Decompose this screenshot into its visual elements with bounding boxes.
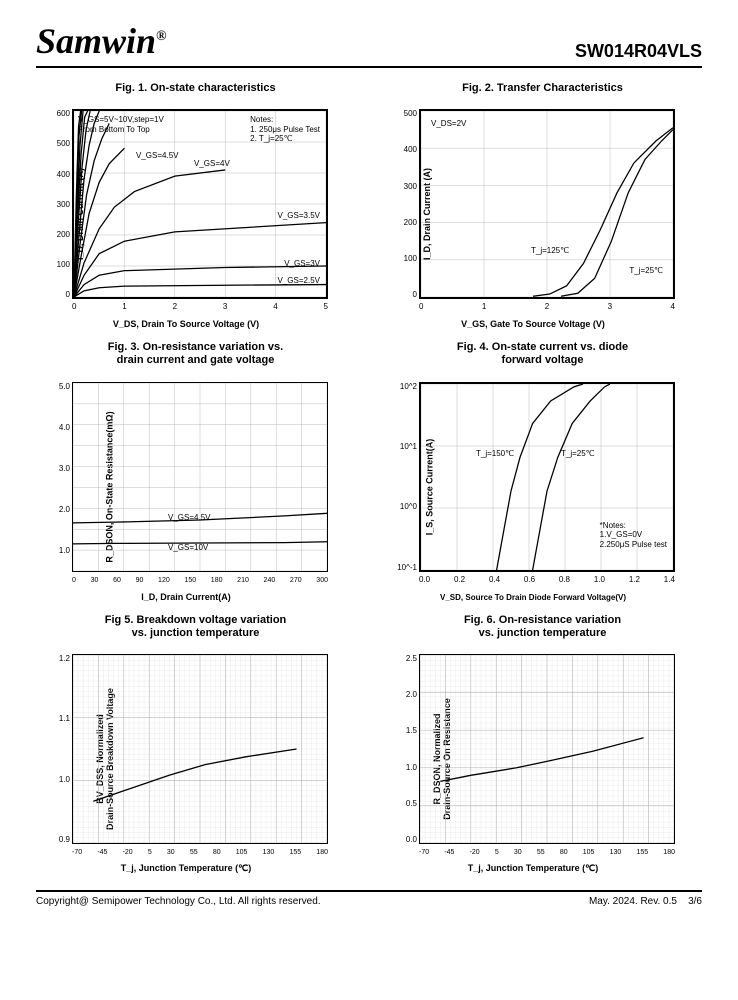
fig3-plot: V_GS=4.5V V_GS=10V — [72, 382, 328, 572]
figure-4: Fig. 4. On-state current vs. diode forwa… — [383, 341, 702, 601]
fig4-xticks: 0.00.20.40.60.81.01.21.4 — [419, 575, 675, 584]
page-number: 3/6 — [688, 896, 702, 907]
fig2-xlabel: V_GS, Gate To Source Voltage (V) — [461, 319, 605, 329]
fig3-xticks: 0306090120150180210240270300 — [72, 577, 328, 584]
fig5-xlabel: T_j, Junction Temperature (℃) — [121, 863, 251, 874]
fig2-chart: I_D, Drain Current (A) V_DS=2V T_j=125℃ … — [383, 99, 683, 329]
fig1-xticks: 012345 — [72, 302, 328, 311]
fig4-yticks: 10^-110^010^110^2 — [395, 382, 417, 572]
fig2-plot: V_DS=2V T_j=125℃ T_j=25℃ — [419, 109, 675, 299]
fig6-yticks: 0.00.51.01.52.02.5 — [395, 654, 417, 844]
fig6-chart: R_DSON, Normalized Drain-Source On Resis… — [383, 644, 683, 874]
logo-text: Samwin — [36, 21, 156, 61]
page-header: Samwin® SW014R04VLS — [36, 20, 702, 68]
registered-mark: ® — [156, 29, 166, 44]
fig3-chart: R_DSON, On-State Resistance(mΩ) V_GS=4.5… — [36, 372, 336, 602]
fig2-xticks: 01234 — [419, 302, 675, 311]
figure-3: Fig. 3. On-resistance variation vs. drai… — [36, 341, 355, 601]
fig1-xlabel: V_DS, Drain To Source Voltage (V) — [113, 319, 259, 329]
fig1-plot: V_GS=5V~10V,step=1VFrom Bottom To Top No… — [72, 109, 328, 299]
page-footer: Copyright@ Semipower Technology Co., Ltd… — [36, 890, 702, 907]
revision-text: May. 2024. Rev. 0.5 — [589, 896, 677, 907]
fig5-xticks: -70-45-205305580105130155180 — [72, 849, 328, 856]
fig6-plot — [419, 654, 675, 844]
fig1-title: Fig. 1. On-state characteristics — [36, 82, 355, 95]
fig6-xticks: -70-45-205305580105130155180 — [419, 849, 675, 856]
fig6-xlabel: T_j, Junction Temperature (℃) — [468, 863, 598, 874]
fig1-svg — [74, 111, 326, 297]
fig4-plot: T_j=150℃ T_j=25℃ *Notes: 1.V_GS=0V 2.250… — [419, 382, 675, 572]
brand-logo: Samwin® — [36, 20, 167, 62]
figure-1: Fig. 1. On-state characteristics I_D, Dr… — [36, 82, 355, 329]
fig4-title: Fig. 4. On-state current vs. diode forwa… — [383, 341, 702, 367]
fig4-chart: I_S, Source Current(A) T_j=150℃ T_j=25℃ … — [383, 372, 683, 602]
fig2-svg — [421, 111, 673, 297]
fig5-title: Fig 5. Breakdown voltage variation vs. j… — [36, 614, 355, 640]
part-number: SW014R04VLS — [575, 41, 702, 62]
fig5-yticks: 0.91.01.11.2 — [48, 654, 70, 844]
figure-6: Fig. 6. On-resistance variation vs. junc… — [383, 614, 702, 874]
fig3-svg — [73, 383, 327, 571]
copyright-text: Copyright@ Semipower Technology Co., Ltd… — [36, 896, 321, 907]
fig5-plot — [72, 654, 328, 844]
fig6-title: Fig. 6. On-resistance variation vs. junc… — [383, 614, 702, 640]
fig1-yticks: 0100200300400500600 — [48, 109, 70, 299]
fig3-yticks: 1.02.03.04.05.0 — [48, 382, 70, 572]
figure-grid: Fig. 1. On-state characteristics I_D, Dr… — [36, 82, 702, 874]
fig3-xlabel: I_D, Drain Current(A) — [141, 592, 231, 602]
figure-2: Fig. 2. Transfer Characteristics I_D, Dr… — [383, 82, 702, 329]
fig2-yticks: 0100200300400500 — [395, 109, 417, 299]
fig4-svg — [421, 384, 673, 570]
fig4-xlabel: V_SD, Source To Drain Diode Forward Volt… — [440, 593, 626, 602]
fig5-svg — [73, 655, 327, 843]
fig3-title: Fig. 3. On-resistance variation vs. drai… — [36, 341, 355, 367]
fig5-chart: BV_DSS, Normalized Drain-Source Breakdow… — [36, 644, 336, 874]
fig1-chart: I_D, Drain Current (A) V_GS=5V~10V,step=… — [36, 99, 336, 329]
figure-5: Fig 5. Breakdown voltage variation vs. j… — [36, 614, 355, 874]
fig6-svg — [420, 655, 674, 843]
fig2-title: Fig. 2. Transfer Characteristics — [383, 82, 702, 95]
